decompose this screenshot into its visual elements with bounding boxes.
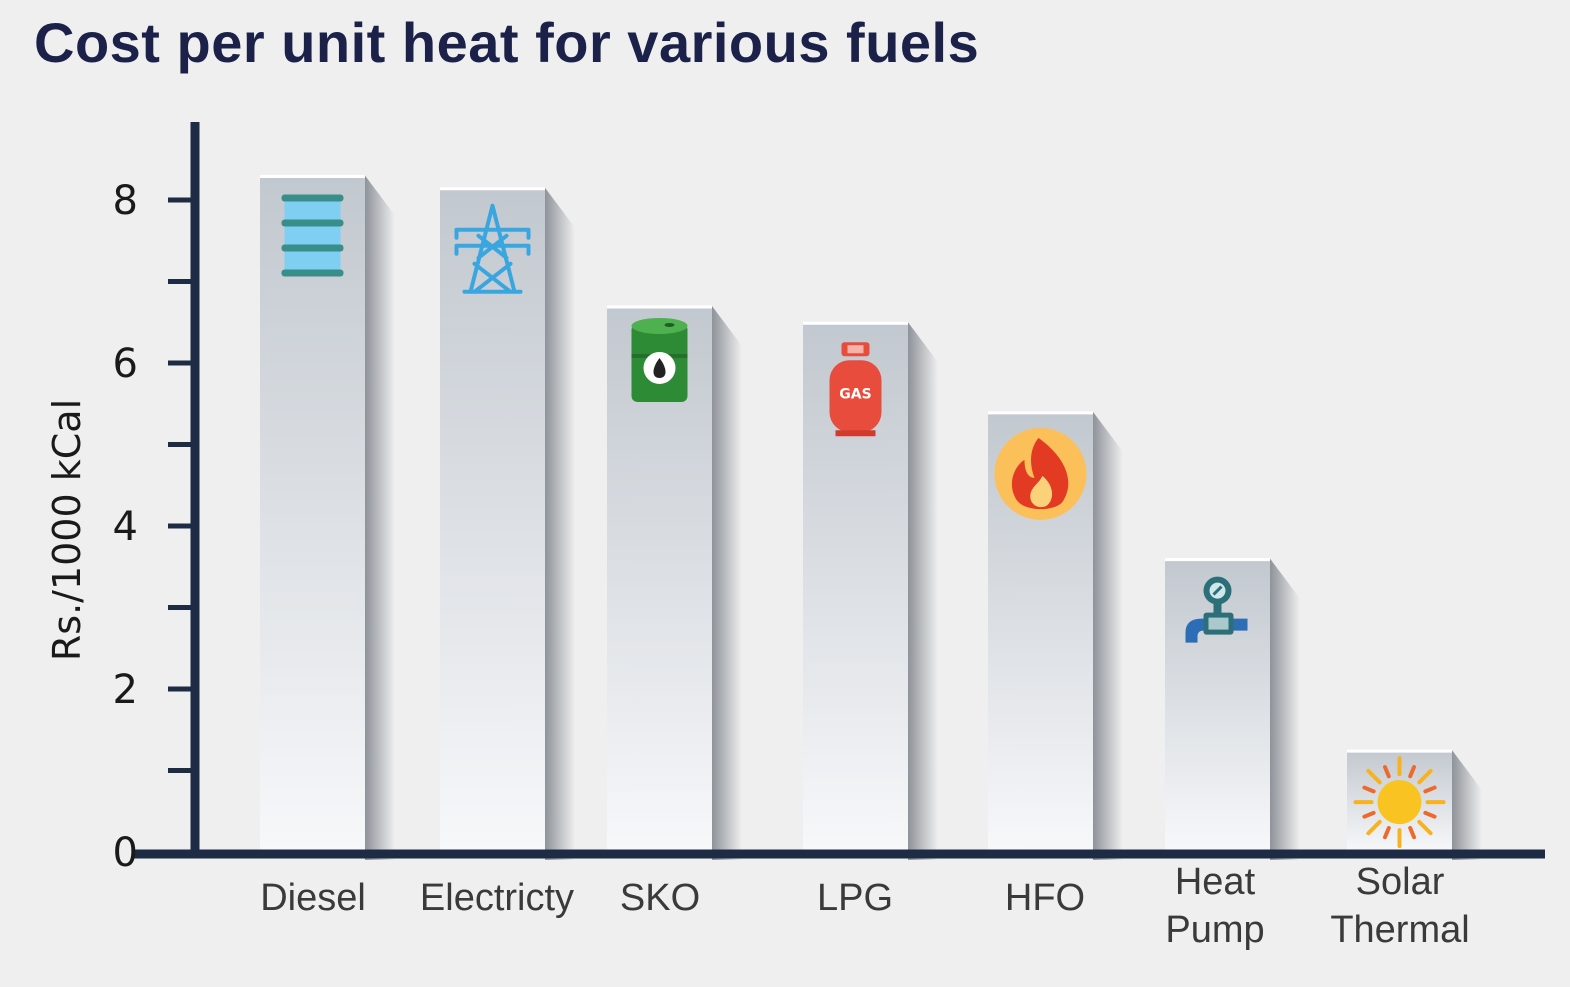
transmission-tower-icon bbox=[454, 203, 531, 294]
x-category-label: HFO bbox=[1005, 877, 1085, 919]
x-category-label: SKO bbox=[620, 877, 700, 919]
x-category-label: LPG bbox=[817, 877, 893, 919]
bars-layer bbox=[260, 175, 1482, 861]
bar-group-0 bbox=[260, 175, 395, 861]
bar-shadow bbox=[1270, 558, 1300, 860]
y-tick-label: 8 bbox=[113, 178, 138, 224]
gas-cylinder-label: GAS bbox=[839, 386, 871, 402]
heat-pump-icon bbox=[1185, 576, 1248, 643]
bar-group-5 bbox=[1165, 558, 1300, 860]
icons-layer: GAS bbox=[281, 194, 1446, 849]
oil-barrel-icon bbox=[281, 194, 344, 277]
y-tick-label: 4 bbox=[113, 504, 138, 550]
x-category-label: Electricty bbox=[420, 877, 574, 919]
bar bbox=[260, 175, 365, 853]
bar bbox=[440, 187, 545, 852]
y-axis-title: Rs./1000 kCal bbox=[45, 399, 89, 661]
flame-icon bbox=[994, 427, 1087, 520]
labels-layer: 0 2 4 6 8 Rs./1000 kCal Diesel Electricty SKO LPG… bbox=[45, 178, 1470, 951]
x-category-label: Diesel bbox=[260, 877, 366, 919]
fuel-drum-icon bbox=[631, 317, 688, 402]
y-tick-label: 6 bbox=[113, 341, 138, 387]
bar-shadow bbox=[712, 305, 742, 860]
sun-icon bbox=[1353, 756, 1446, 849]
bar-shadow bbox=[1093, 411, 1123, 860]
x-category-label: Heat Pump bbox=[1165, 861, 1264, 951]
y-tick-label: 0 bbox=[113, 830, 138, 876]
axes-layer bbox=[133, 122, 1545, 859]
bar-shadow bbox=[908, 322, 938, 860]
bar-group-1 bbox=[440, 187, 575, 860]
x-category-label: Solar Thermal bbox=[1330, 861, 1469, 951]
bar-shadow bbox=[365, 175, 395, 861]
chart-title: Cost per unit heat for various fuels bbox=[34, 11, 980, 74]
bar-shadow bbox=[1452, 750, 1482, 860]
gas-cylinder-icon: GAS bbox=[829, 342, 882, 437]
y-tick-label: 2 bbox=[113, 667, 138, 713]
bar-shadow bbox=[545, 187, 575, 860]
